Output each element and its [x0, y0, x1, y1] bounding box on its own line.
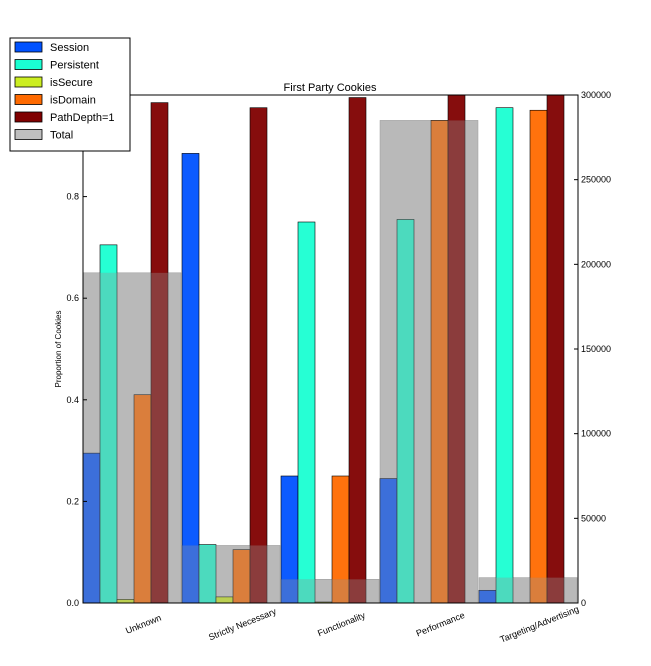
y2-tick-label: 250000	[581, 175, 611, 185]
y-tick-label: 0.4	[66, 395, 79, 405]
y2-tick-label: 300000	[581, 90, 611, 100]
total-overlay	[182, 545, 280, 603]
legend-label: Session	[50, 42, 89, 54]
legend-swatch	[14, 94, 43, 105]
legend-label: isDomain	[50, 95, 96, 107]
total-overlay	[281, 579, 379, 603]
y2-tick-label: 200000	[581, 259, 611, 269]
y2-tick-label: 100000	[581, 429, 611, 439]
legend-swatch	[14, 76, 43, 88]
y-tick-label: 0.2	[66, 496, 79, 506]
x-tick-label: Functionality	[316, 610, 367, 638]
total-overlay	[83, 272, 181, 603]
bar-session	[181, 153, 200, 604]
legend-swatch	[14, 59, 43, 70]
legend-swatch	[14, 41, 43, 53]
y-tick-label: 0.0	[66, 598, 79, 608]
legend: Session Persistent isSecure isDomain PathDep…	[9, 37, 131, 152]
y2-tick-label: 150000	[581, 344, 611, 354]
legend-swatch	[14, 129, 43, 140]
y2-tick-label: 0	[581, 598, 586, 608]
y2-tick-label: 50000	[581, 513, 606, 523]
total-overlay	[479, 577, 577, 603]
x-tick-label: Targeting/Advertising	[499, 604, 581, 645]
x-tick-label: Unknown	[124, 613, 163, 636]
legend-label: isSecure	[50, 77, 93, 89]
legend-label: Total	[50, 130, 73, 142]
y-tick-label: 0.6	[66, 293, 79, 303]
legend-label: Persistent	[50, 60, 99, 72]
x-tick-label: Strictly Necessary	[207, 606, 278, 642]
bar-pathdepth-1	[546, 94, 565, 604]
bar-persistent	[297, 221, 316, 604]
bar-pathdepth-1	[348, 97, 367, 604]
y-tick-label: 0.8	[66, 192, 79, 202]
bar-pathdepth-1	[249, 107, 268, 604]
chart-title: First Party Cookies	[284, 82, 377, 94]
y-axis-title: Proportion of Cookies	[54, 311, 63, 388]
bar-isdomain	[529, 109, 548, 604]
legend-label: PathDepth=1	[50, 112, 115, 124]
x-tick-label: Performance	[415, 610, 467, 639]
total-overlay	[380, 120, 478, 604]
bar-persistent	[495, 107, 514, 604]
legend-swatch	[14, 111, 43, 123]
